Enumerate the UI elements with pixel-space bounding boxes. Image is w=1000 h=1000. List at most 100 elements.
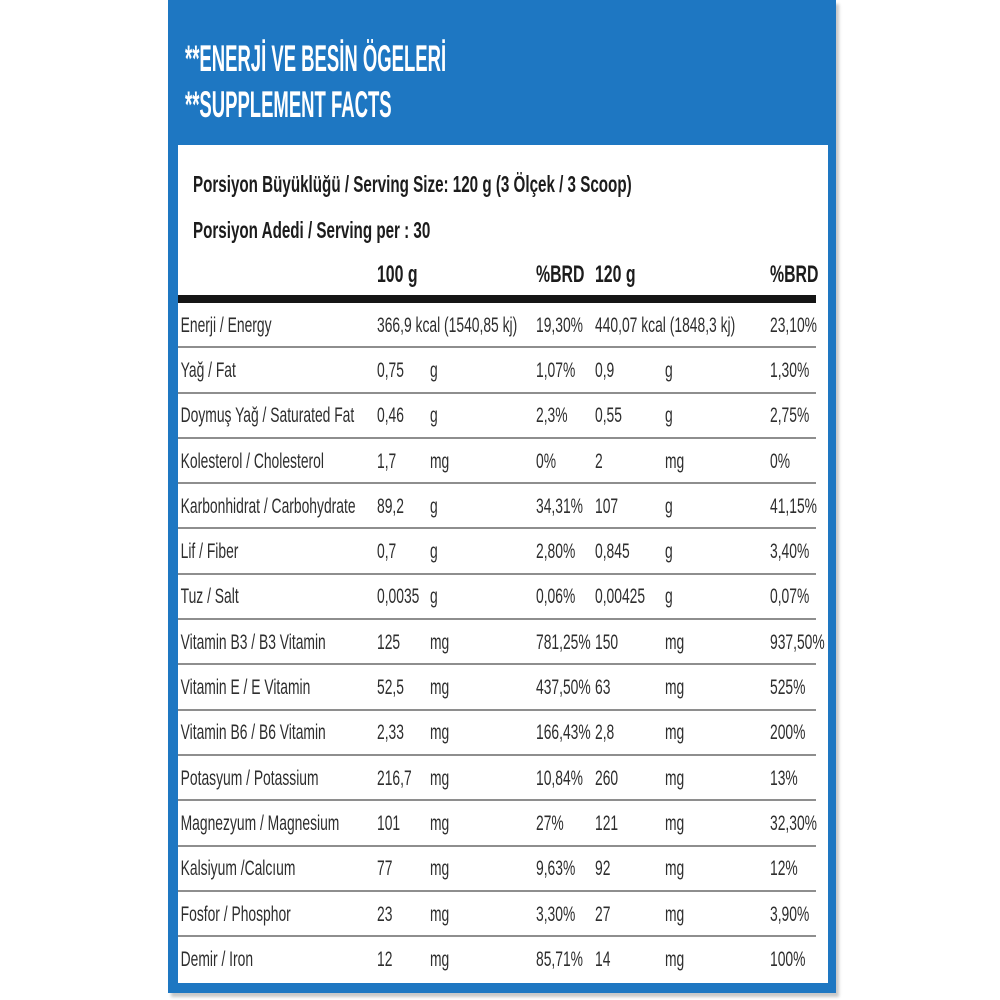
nutrient-label: Karbonhidrat / Carbohydrate	[180, 494, 356, 518]
unit-120g: mg	[665, 449, 685, 473]
value-120g: 0,9	[595, 358, 615, 382]
value-120g: 63	[595, 676, 611, 700]
serving-count-line: Porsiyon Adedi / Serving per : 30	[193, 207, 828, 253]
unit-120g: g	[665, 358, 673, 382]
table-row: Karbonhidrat / Carbohydrate 89,2 g 34,31% 10…	[178, 484, 828, 530]
value-120g: 440,07 kcal (1848,3 kj)	[595, 313, 736, 337]
brd-120g: 32,30%	[770, 811, 818, 835]
value-120g: 2,8	[595, 721, 615, 745]
brd-120g: 12%	[770, 857, 798, 881]
brd-100g: 85,71%	[536, 947, 584, 971]
value-120g: 150	[595, 630, 619, 654]
unit-100g: g	[430, 494, 438, 518]
column-headers: 100 g %BRD 120 g %BRD	[178, 255, 828, 295]
brd-120g: 525%	[770, 676, 806, 700]
unit-120g: g	[665, 540, 673, 564]
unit-100g: mg	[430, 766, 450, 790]
value-100g: 12	[377, 947, 393, 971]
column-header-120g: 120 g	[595, 261, 636, 288]
brd-120g: 23,10%	[770, 313, 818, 337]
table-row: Lif / Fiber 0,7 g 2,80% 0,845 g 3,40%	[178, 529, 828, 576]
header-divider-bar	[178, 295, 816, 303]
supplement-panel: **ENERJİ VE BESİN ÖGELERİ **SUPPLEMENT F…	[168, 0, 836, 993]
table-row: Kalsiyum /Calcıum 77 mg 9,63% 92 mg 12%	[178, 847, 828, 893]
brd-100g: 34,31%	[536, 494, 584, 518]
unit-100g: mg	[430, 721, 450, 745]
brd-100g: 781,25%	[536, 630, 591, 654]
nutrient-label: Tuz / Salt	[180, 585, 239, 609]
brd-100g: 0,06%	[536, 585, 576, 609]
table-row: Doymuş Yağ / Saturated Fat 0,46 g 2,3% 0,55 g…	[178, 394, 828, 440]
brd-100g: 2,3%	[536, 404, 568, 428]
unit-120g: mg	[665, 676, 685, 700]
value-100g: 0,7	[377, 540, 397, 564]
unit-120g: mg	[665, 630, 685, 654]
nutrient-label: Fosfor / Phosphor	[180, 902, 291, 926]
serving-size-line: Porsiyon Büyüklüğü / Serving Size: 120 g…	[193, 161, 828, 207]
serving-info: Porsiyon Büyüklüğü / Serving Size: 120 g…	[178, 145, 828, 255]
brd-120g: 3,40%	[770, 540, 810, 564]
unit-100g: mg	[430, 676, 450, 700]
title-english-text: **SUPPLEMENT FACTS	[185, 84, 392, 125]
value-100g: 52,5	[377, 676, 404, 700]
value-100g: 125	[377, 630, 401, 654]
value-100g: 23	[377, 902, 393, 926]
brd-120g: 1,30%	[770, 358, 810, 382]
nutrient-label: Yağ / Fat	[180, 358, 236, 382]
unit-100g: g	[430, 358, 438, 382]
unit-120g: mg	[665, 766, 685, 790]
table-row: Yağ / Fat 0,75 g 1,07% 0,9 g 1,30%	[178, 348, 828, 394]
value-120g: 92	[595, 857, 611, 881]
brd-100g: 27%	[536, 811, 564, 835]
unit-120g: mg	[665, 947, 685, 971]
value-120g: 0,55	[595, 404, 622, 428]
table-row: Vitamin E / E Vitamin 52,5 mg 437,50% 63 mg 52…	[178, 665, 828, 711]
value-100g: 0,46	[377, 404, 404, 428]
brd-120g: 2,75%	[770, 404, 810, 428]
value-120g: 107	[595, 494, 619, 518]
nutrient-label: Doymuş Yağ / Saturated Fat	[180, 404, 355, 428]
brd-100g: 1,07%	[536, 358, 576, 382]
value-120g: 0,00425	[595, 585, 646, 609]
title-turkish-text: **ENERJİ VE BESİN ÖGELERİ	[185, 38, 447, 79]
brd-120g: 0%	[770, 449, 791, 473]
unit-100g: mg	[430, 857, 450, 881]
value-120g: 2	[595, 449, 603, 473]
serving-count-text: Porsiyon Adedi / Serving per : 30	[193, 217, 431, 243]
table-row: Potasyum / Potassium 216,7 mg 10,84% 260 mg 13…	[178, 756, 828, 802]
nutrient-label: Vitamin E / E Vitamin	[180, 676, 311, 700]
value-120g: 14	[595, 947, 611, 971]
unit-100g: mg	[430, 947, 450, 971]
unit-120g: g	[665, 494, 673, 518]
brd-100g: 166,43%	[536, 721, 591, 745]
table-row: Magnezyum / Magnesium 101 mg 27% 121 mg 32,30%	[178, 801, 828, 847]
unit-100g: mg	[430, 811, 450, 835]
nutrient-label: Kolesterol / Cholesterol	[180, 449, 324, 473]
nutrient-label: Lif / Fiber	[180, 540, 239, 564]
value-120g: 27	[595, 902, 611, 926]
nutrient-label: Magnezyum / Magnesium	[180, 811, 340, 835]
table-row: Fosfor / Phosphor 23 mg 3,30% 27 mg 3,90%	[178, 892, 828, 938]
unit-120g: g	[665, 585, 673, 609]
nutrient-label: Potasyum / Potassium	[180, 766, 319, 790]
table-row: Kolesterol / Cholesterol 1,7 mg 0% 2 mg 0%	[178, 439, 828, 485]
brd-120g: 200%	[770, 721, 806, 745]
unit-120g: mg	[665, 721, 685, 745]
value-100g: 0,0035	[377, 585, 420, 609]
table-row: Vitamin B6 / B6 Vitamin 2,33 mg 166,43% 2,8 m…	[178, 711, 828, 757]
nutrient-label: Vitamin B6 / B6 Vitamin	[180, 721, 326, 745]
serving-size-text: Porsiyon Büyüklüğü / Serving Size: 120 g…	[193, 171, 632, 197]
brd-120g: 13%	[770, 766, 798, 790]
unit-120g: g	[665, 404, 673, 428]
value-100g: 1,7	[377, 449, 397, 473]
brd-120g: 41,15%	[770, 494, 818, 518]
table-row: Tuz / Salt 0,0035 g 0,06% 0,00425 g 0,07%	[178, 575, 828, 621]
unit-100g: g	[430, 404, 438, 428]
brd-100g: 2,80%	[536, 540, 576, 564]
unit-100g: g	[430, 540, 438, 564]
brd-100g: 437,50%	[536, 676, 591, 700]
value-100g: 0,75	[377, 358, 404, 382]
value-100g: 216,7	[377, 766, 412, 790]
unit-100g: mg	[430, 902, 450, 926]
